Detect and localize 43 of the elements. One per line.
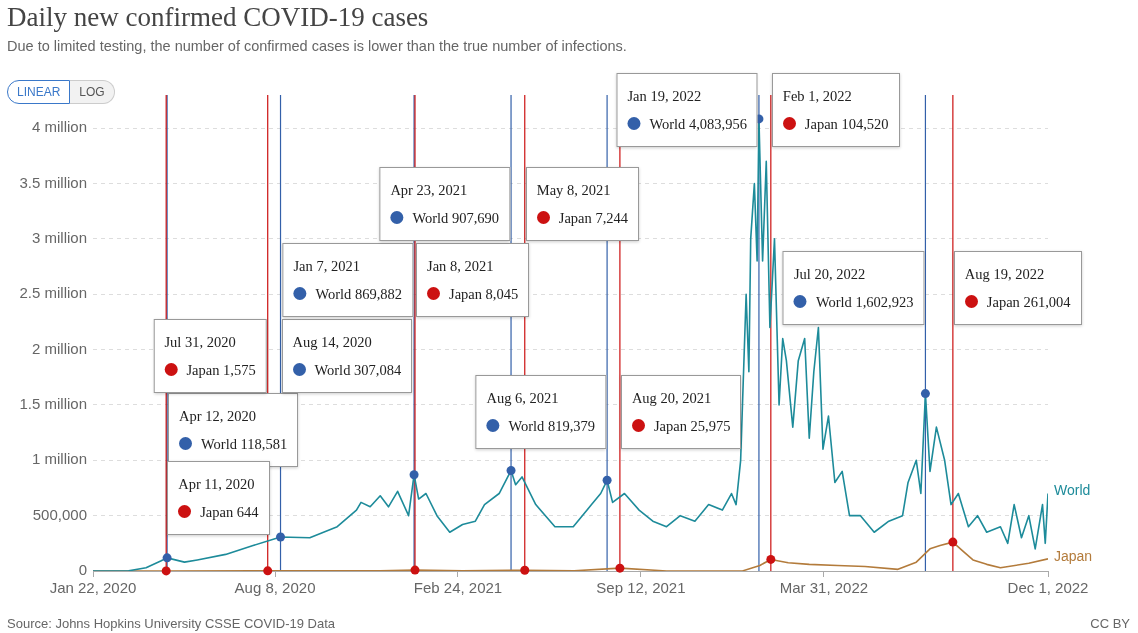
point xyxy=(409,470,419,480)
x-tick-label: Aug 8, 2020 xyxy=(234,579,316,597)
annotation: Jan 7, 2021 World 869,882 xyxy=(293,257,403,304)
annotation: Jul 31, 2020 Japan 1,575 xyxy=(164,333,256,380)
series-label: Japan xyxy=(1054,547,1093,564)
x-tick-label: Jan 22, 2020 xyxy=(49,579,137,597)
annotation: Aug 20, 2021 Japan 25,975 xyxy=(631,389,731,436)
y-tick-label: 1.5 million xyxy=(19,395,87,413)
point xyxy=(162,553,172,563)
point xyxy=(920,389,930,399)
annotation: Aug 19, 2022 Japan 261,004 xyxy=(964,265,1071,312)
point xyxy=(602,475,612,485)
annotation: Jul 20, 2022 World 1,602,923 xyxy=(793,265,914,312)
chart-subtitle: Due to limited testing, the number of confirmed cases is lower than the true number of infections. xyxy=(7,38,627,54)
y-tick-label: 1 million xyxy=(31,450,87,468)
scale-toggle-button[interactable]: LOG xyxy=(70,80,115,104)
annotation: Feb 1, 2022 Japan 104,520 xyxy=(782,87,889,134)
annotation: Apr 12, 2020 World 118,581 xyxy=(179,407,288,454)
annotation: Jan 19, 2022 World 4,083,956 xyxy=(627,87,747,134)
x-tick-label: Sep 12, 2021 xyxy=(596,579,686,597)
scale-toggle-button[interactable]: LINEAR xyxy=(7,80,71,104)
source-note: Source: Johns Hopkins University CSSE COVID-19 Data xyxy=(7,616,336,631)
point xyxy=(506,466,516,476)
y-tick-label: 4 million xyxy=(31,118,87,136)
annotation: Aug 14, 2020 World 307,084 xyxy=(292,333,402,380)
x-tick-label: Feb 24, 2021 xyxy=(413,579,503,597)
x-tick-label: Mar 31, 2022 xyxy=(779,579,869,597)
point xyxy=(276,532,286,542)
y-tick-label: 500,000 xyxy=(32,505,87,523)
text: CC BY xyxy=(1090,616,1130,631)
chart-title: Daily new confirmed COVID-19 cases xyxy=(7,2,429,33)
annotation: May 8, 2021 Japan 7,244 xyxy=(536,181,629,228)
series-label: World xyxy=(1054,482,1091,499)
annotation: Jan 8, 2021 Japan 8,045 xyxy=(426,257,519,304)
y-tick-label: 2 million xyxy=(31,339,87,357)
x-tick-label: Dec 1, 2022 xyxy=(1007,579,1089,597)
annotation: Apr 23, 2021 World 907,690 xyxy=(390,181,500,228)
y-tick-label: 2.5 million xyxy=(19,284,87,302)
y-tick-label: 3.5 million xyxy=(19,173,87,191)
y-tick-label: 3 million xyxy=(31,229,87,247)
annotation: Apr 11, 2020 Japan 644 xyxy=(178,475,259,522)
annotation: Aug 6, 2021 World 819,379 xyxy=(486,389,596,436)
y-tick-label: 0 xyxy=(78,561,87,579)
